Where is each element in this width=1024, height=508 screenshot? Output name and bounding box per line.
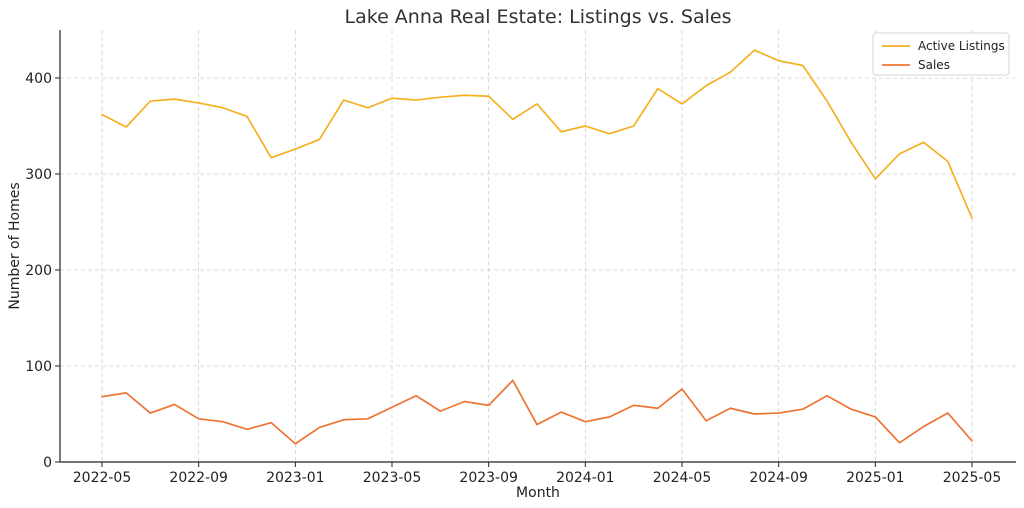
series-line-sales: [101, 379, 973, 445]
x-tick-label: 2022-05: [73, 470, 132, 486]
x-ticks: 2022-05 2022-09 2023-01 2023-05 2023-09 2024-…: [73, 462, 1002, 486]
y-tick-label: 400: [25, 71, 52, 87]
x-tick-label: 2024-09: [749, 470, 808, 486]
series-layer: [101, 49, 973, 445]
x-tick-label: 2024-01: [556, 470, 615, 486]
y-tick-label: 100: [25, 359, 52, 375]
grid: [60, 30, 1016, 463]
chart-title: Lake Anna Real Estate: Listings vs. Sale…: [345, 6, 732, 28]
legend-label: Sales: [918, 58, 950, 72]
x-tick-label: 2024-05: [653, 470, 712, 486]
x-tick-label: 2023-05: [363, 470, 422, 486]
x-tick-label: 2023-01: [266, 470, 325, 486]
x-tick-label: 2025-05: [943, 470, 1002, 486]
y-tick-label: 0: [43, 455, 52, 471]
legend-label: Active Listings: [918, 39, 1005, 53]
y-tick-label: 300: [25, 167, 52, 183]
y-axis-label: Number of Homes: [7, 182, 23, 309]
x-axis-label: Month: [516, 485, 560, 501]
y-ticks: 0 100 200 300 400: [25, 71, 60, 471]
legend: Active Listings Sales: [872, 32, 1010, 76]
x-tick-label: 2023-09: [459, 470, 518, 486]
y-tick-label: 200: [25, 263, 52, 279]
x-tick-label: 2022-09: [169, 470, 228, 486]
axes: [59, 30, 1016, 463]
x-tick-label: 2025-01: [846, 470, 905, 486]
series-line-active-listings: [101, 49, 973, 220]
